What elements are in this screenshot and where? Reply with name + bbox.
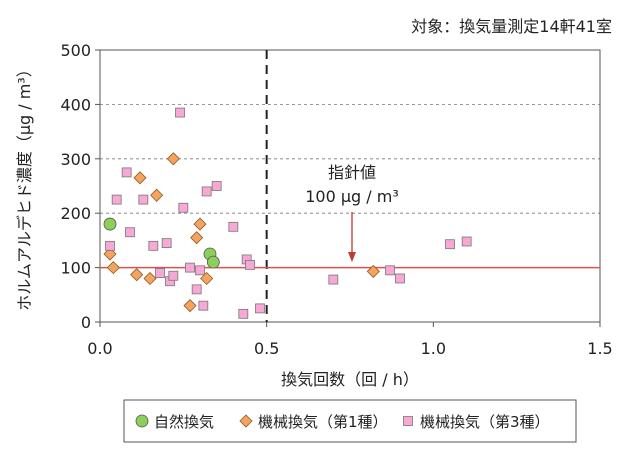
y-tick-label: 0 bbox=[81, 313, 91, 332]
x-tick-label: 1.0 bbox=[421, 339, 446, 358]
data-point-square bbox=[245, 259, 255, 270]
data-point-square bbox=[198, 300, 209, 311]
y-tick-label: 500 bbox=[60, 41, 91, 60]
data-point-square bbox=[445, 239, 455, 250]
data-point-square bbox=[191, 284, 202, 295]
data-point-diamond bbox=[106, 261, 120, 275]
data-point-square bbox=[111, 194, 122, 205]
data-point-circle bbox=[206, 255, 220, 269]
y-tick-label: 200 bbox=[60, 204, 91, 223]
x-tick-label: 1.5 bbox=[587, 339, 612, 358]
x-tick-label: 0.5 bbox=[254, 339, 279, 358]
data-point-square bbox=[195, 265, 205, 276]
legend-items: 自然換気 機械換気（第1種） 機械換気（第3種） bbox=[135, 413, 550, 431]
data-points bbox=[103, 107, 472, 319]
data-point-circle bbox=[103, 217, 117, 231]
y-axis-label: ホルムアルデヒド濃度（μg / m³） bbox=[15, 61, 34, 310]
data-point-square bbox=[238, 308, 249, 319]
data-point-square bbox=[185, 262, 195, 273]
x-tick-label: 0.0 bbox=[87, 339, 112, 358]
grid bbox=[100, 104, 600, 269]
legend: 自然換気 機械換気（第1種） 機械換気（第3種） bbox=[123, 399, 577, 443]
data-point-square bbox=[138, 194, 149, 205]
data-point-square bbox=[178, 202, 189, 213]
data-point-square bbox=[228, 221, 239, 232]
data-point-diamond bbox=[143, 271, 157, 286]
y-tick-label: 300 bbox=[60, 150, 91, 169]
data-point-square bbox=[121, 167, 132, 178]
data-point-square bbox=[461, 236, 472, 247]
data-point-diamond bbox=[166, 152, 180, 166]
data-point-square bbox=[161, 238, 172, 249]
data-point-square bbox=[148, 240, 159, 251]
legend-marker-diamond bbox=[239, 414, 253, 428]
legend-frame bbox=[123, 399, 577, 443]
legend-marker-circle bbox=[135, 414, 149, 428]
data-point-diamond bbox=[193, 217, 207, 231]
data-point-square bbox=[105, 240, 115, 251]
guideline-label-value: 100 μg / m³ bbox=[305, 187, 399, 206]
legend-label: 自然換気 bbox=[154, 413, 214, 431]
data-point-square bbox=[255, 303, 265, 314]
data-point-square bbox=[328, 274, 339, 285]
x-ticks: 0.0 0.5 1.0 1.5 bbox=[87, 322, 613, 358]
data-point-diamond bbox=[183, 299, 197, 313]
guideline-arrow-head bbox=[348, 252, 356, 262]
data-point-diamond bbox=[366, 264, 380, 278]
plot-frame bbox=[99, 49, 601, 323]
data-point-square bbox=[168, 270, 179, 281]
x-axis-label: 換気回数（回 / h） bbox=[281, 370, 419, 389]
data-point-diamond bbox=[130, 268, 144, 282]
data-point-diamond bbox=[200, 271, 214, 286]
legend-label: 機械換気（第1種） bbox=[258, 413, 388, 431]
data-point-square bbox=[175, 107, 185, 118]
data-point-square bbox=[155, 268, 165, 278]
guideline-label-title: 指針値 bbox=[328, 163, 376, 182]
data-point-diamond bbox=[133, 171, 147, 185]
y-tick-label: 100 bbox=[60, 259, 91, 278]
data-point-diamond bbox=[190, 231, 204, 245]
data-point-square bbox=[125, 227, 135, 238]
legend-marker-square bbox=[403, 416, 413, 426]
data-point-square bbox=[211, 181, 222, 191]
data-point-diamond bbox=[103, 247, 117, 261]
data-point-square bbox=[385, 265, 395, 276]
y-tick-label: 400 bbox=[60, 95, 91, 114]
data-point-square bbox=[201, 186, 212, 197]
chart-title: 対象：換気量測定14軒41室 bbox=[411, 17, 612, 36]
data-point-diamond bbox=[150, 188, 164, 202]
data-point-square bbox=[395, 273, 405, 284]
y-ticks: 0 100 200 300 400 500 bbox=[60, 41, 100, 332]
legend-label: 機械換気（第3種） bbox=[420, 413, 550, 431]
